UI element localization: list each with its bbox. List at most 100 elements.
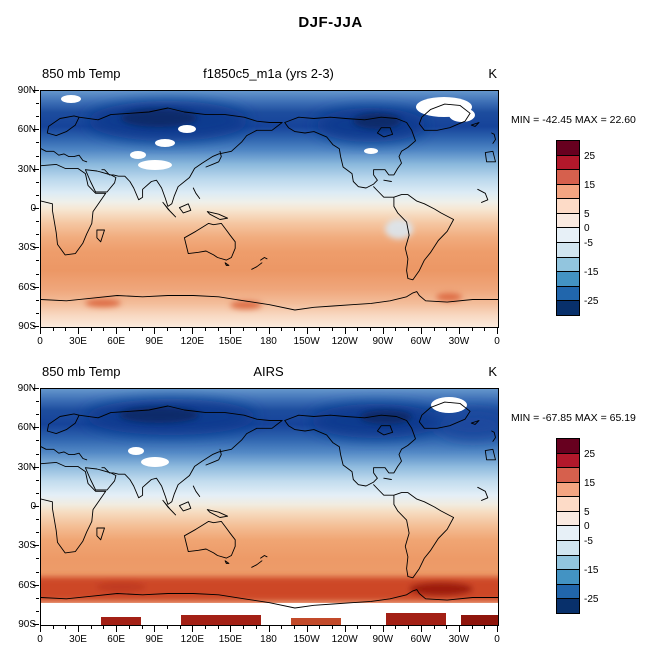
lon-tick (90, 626, 92, 629)
lat-tick (33, 90, 39, 91)
lon-tick (357, 328, 359, 331)
lon-tick-label: 150W (293, 634, 320, 645)
colorbar-segment (557, 155, 579, 171)
minmax-model: MIN = -42.45 MAX = 22.60 (511, 114, 636, 126)
lon-tick (166, 328, 168, 331)
lon-tick (395, 328, 397, 331)
lon-tick (90, 328, 92, 331)
lon-tick (52, 626, 54, 629)
variable-label-obs: 850 mb Temp (42, 364, 121, 379)
map-model (40, 90, 499, 328)
antarctic-warm-patches-obs (101, 613, 498, 625)
colorbar-label: -5 (584, 535, 593, 547)
lat-tick-label: 60N (17, 124, 36, 136)
lat-tick (36, 299, 39, 301)
lon-tick (78, 626, 80, 632)
lon-tick-label: 60W (410, 634, 432, 645)
lon-tick (484, 328, 486, 331)
lon-tick (370, 328, 372, 331)
lon-tick-label: 150W (293, 336, 320, 347)
lon-tick-label: 0 (37, 634, 43, 645)
colorbar-segment (557, 497, 579, 512)
lon-tick (166, 626, 168, 629)
minmax-obs: MIN = -67.85 MAX = 65.19 (511, 412, 636, 424)
colorbar (556, 140, 580, 316)
colorbar-segment (557, 257, 579, 273)
colorbar-segment (557, 468, 579, 483)
colorbar-segment (557, 141, 579, 156)
lon-tick (471, 328, 473, 331)
lon-tick (306, 626, 308, 632)
antarctic-missing-band (41, 603, 498, 625)
lon-tick-label: 150E (218, 336, 243, 347)
lon-tick (471, 626, 473, 629)
lon-tick (179, 626, 181, 629)
lat-tick-label: 90N (17, 85, 36, 96)
colorbar-label: 25 (584, 150, 596, 162)
lon-tick (65, 626, 67, 629)
lat-tick (36, 401, 39, 403)
lon-tick-label: 90W (372, 336, 394, 347)
colorbar-segment (557, 526, 579, 542)
lon-tick (230, 626, 232, 632)
colorbar (556, 438, 580, 614)
lon-tick (116, 328, 118, 334)
colorbar-segment (557, 482, 579, 498)
coastlines (41, 103, 498, 311)
lon-tick (217, 626, 219, 629)
lat-tick (36, 194, 39, 196)
lon-tick-label: 120W (331, 634, 358, 645)
lon-tick (154, 626, 156, 632)
colorbar-segment (557, 555, 579, 571)
colorbar-segment (557, 272, 579, 287)
lat-tick-label: 60S (18, 579, 36, 591)
lon-tick (243, 626, 245, 629)
lat-tick (33, 624, 39, 625)
lat-tick (33, 326, 39, 327)
lat-tick (36, 610, 39, 612)
lon-tick (154, 328, 156, 334)
lon-tick (230, 328, 232, 334)
lat-tick (36, 142, 39, 144)
lat-tick-label: 30S (18, 242, 36, 254)
lon-tick (116, 626, 118, 632)
lat-tick (36, 597, 39, 599)
lon-tick (255, 626, 257, 629)
lat-tick (36, 103, 39, 105)
anomaly-detail-blobs-obs (41, 407, 498, 601)
missing-data-patches-obs (128, 397, 467, 467)
lon-tick-label: 30W (448, 634, 470, 645)
lon-tick (128, 328, 130, 331)
colorbar-segment (557, 286, 579, 302)
map-canvas-model (41, 91, 498, 327)
lon-tick (293, 328, 295, 331)
lat-tick (36, 116, 39, 118)
lat-tick (36, 519, 39, 521)
lon-tick (446, 626, 448, 629)
lon-tick (192, 626, 194, 632)
lat-tick (36, 453, 39, 455)
lon-tick (128, 626, 130, 629)
lon-tick (395, 626, 397, 629)
lat-tick-label: 30N (17, 461, 36, 473)
lon-tick (40, 626, 41, 632)
lon-tick (268, 328, 270, 334)
lon-tick-label: 180 (260, 336, 277, 347)
lon-tick-label: 120W (331, 336, 358, 347)
lon-tick (103, 626, 105, 629)
lat-tick (36, 181, 39, 183)
lat-tick (36, 558, 39, 560)
units-label-model: K (488, 66, 497, 81)
lon-tick-label: 30W (448, 336, 470, 347)
colorbar-segment (557, 541, 579, 556)
lon-tick (433, 328, 435, 331)
lon-tick (408, 328, 410, 331)
lon-tick (141, 328, 143, 331)
lat-tick-label: 0 (30, 501, 36, 512)
lat-tick (36, 234, 39, 236)
lat-tick (33, 545, 39, 547)
lon-tick-label: 60E (107, 336, 126, 347)
colorbar-segment (557, 170, 579, 185)
lon-tick (179, 328, 181, 331)
